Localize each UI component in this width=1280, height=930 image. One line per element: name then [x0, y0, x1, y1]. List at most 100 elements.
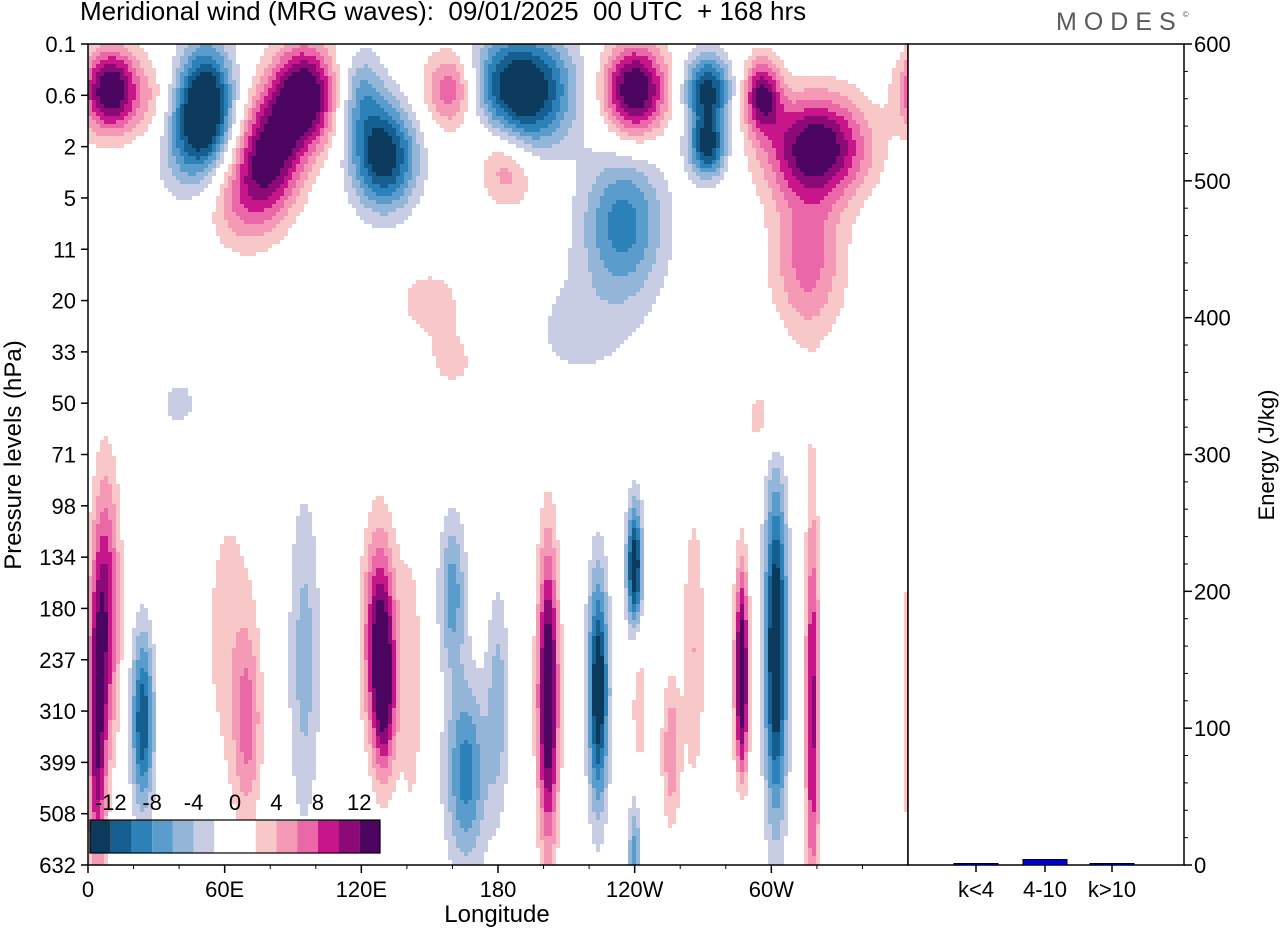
heatmap-cell	[604, 116, 608, 120]
heatmap-cell	[456, 564, 460, 568]
heatmap-cell	[764, 212, 780, 216]
heatmap-cell	[544, 620, 552, 624]
heatmap-cell	[448, 536, 456, 540]
heatmap-cell	[360, 616, 364, 620]
heatmap-cell	[420, 168, 428, 172]
heatmap-cell	[828, 212, 840, 216]
heatmap-cell	[292, 552, 316, 556]
heatmap-cell	[660, 68, 668, 72]
heatmap-cell	[760, 584, 764, 588]
heatmap-cell	[116, 600, 120, 604]
heatmap-cell	[352, 96, 356, 100]
heatmap-cell	[552, 664, 556, 668]
heatmap-cell	[748, 116, 752, 120]
heatmap-cell	[108, 56, 116, 60]
heatmap-cell	[756, 152, 768, 156]
heatmap-cell	[92, 560, 96, 564]
heatmap-cell	[776, 152, 784, 156]
heatmap-cell	[556, 660, 560, 664]
heatmap-cell	[628, 604, 632, 608]
heatmap-cell	[852, 156, 864, 160]
heatmap-cell	[236, 140, 240, 144]
heatmap-cell	[420, 144, 424, 148]
heatmap-cell	[760, 140, 772, 144]
heatmap-cell	[252, 108, 260, 112]
heatmap-cell	[588, 564, 596, 568]
heatmap-cell	[636, 616, 640, 620]
heatmap-cell	[572, 216, 584, 220]
heatmap-cell	[652, 184, 668, 188]
heatmap-cell	[216, 580, 252, 584]
heatmap-cell	[688, 544, 700, 548]
heatmap-cell	[560, 288, 596, 292]
heatmap-cell	[212, 612, 256, 616]
heatmap-cell	[632, 516, 640, 520]
heatmap-cell	[492, 92, 500, 96]
heatmap-cell	[684, 96, 688, 100]
heatmap-cell	[332, 92, 336, 96]
heatmap-cell	[816, 280, 832, 284]
heatmap-cell	[296, 644, 312, 648]
heatmap-cell	[788, 600, 792, 604]
heatmap-cell	[348, 112, 352, 116]
heatmap-cell	[120, 572, 124, 576]
heatmap-cell	[696, 80, 704, 84]
heatmap-cell	[616, 64, 624, 68]
heatmap-cell	[752, 104, 756, 108]
heatmap-cell	[792, 216, 828, 220]
heatmap-cell	[608, 604, 612, 608]
heatmap-cell	[364, 596, 368, 600]
heatmap-cell	[88, 120, 96, 124]
heatmap-cell	[704, 112, 712, 116]
heatmap-cell	[576, 84, 584, 88]
heatmap-cell	[796, 160, 836, 164]
heatmap-cell	[268, 100, 276, 104]
heatmap-cell	[736, 548, 748, 552]
heatmap-cell	[788, 620, 792, 624]
heatmap-cell	[240, 140, 244, 144]
heatmap-cell	[544, 584, 552, 588]
heatmap-cell	[496, 592, 500, 596]
heatmap-cell	[768, 668, 780, 672]
heatmap-cell	[796, 100, 832, 104]
heatmap-cell	[564, 88, 568, 92]
heatmap-cell	[288, 676, 296, 680]
heatmap-cell	[796, 136, 836, 140]
heatmap-cell	[700, 164, 712, 168]
heatmap-cell	[212, 620, 256, 624]
heatmap-cell	[748, 160, 760, 164]
heatmap-cell	[208, 156, 216, 160]
heatmap-cell	[584, 668, 588, 672]
heatmap-cell	[444, 572, 448, 576]
heatmap-cell	[100, 488, 112, 492]
heatmap-cell	[592, 648, 596, 652]
heatmap-cell	[560, 108, 568, 112]
heatmap-cell	[136, 676, 140, 680]
heatmap-cell	[632, 536, 636, 540]
heatmap-cell	[176, 108, 180, 112]
heatmap-cell	[832, 276, 848, 280]
heatmap-cell	[440, 636, 444, 640]
heatmap-cell	[564, 116, 576, 120]
heatmap-cell	[484, 176, 500, 180]
heatmap-cell	[560, 660, 564, 664]
heatmap-cell	[312, 140, 320, 144]
heatmap-cell	[684, 604, 704, 608]
heatmap-cell	[144, 72, 156, 76]
heatmap-cell	[428, 56, 460, 60]
heatmap-cell	[592, 676, 604, 680]
heatmap-cell	[396, 612, 400, 616]
heatmap-cell	[816, 572, 820, 576]
heatmap-cell	[264, 108, 272, 112]
heatmap-cell	[160, 172, 172, 176]
heatmap-cell	[484, 88, 488, 92]
heatmap-cell	[572, 212, 584, 216]
heatmap-cell	[444, 632, 464, 636]
heatmap-cell	[780, 160, 788, 164]
heatmap-cell	[172, 88, 176, 92]
heatmap-cell	[760, 668, 764, 672]
heatmap-cell	[632, 612, 636, 616]
heatmap-cell	[132, 656, 136, 660]
heatmap-cell	[364, 180, 372, 184]
heatmap-cell	[772, 580, 780, 584]
